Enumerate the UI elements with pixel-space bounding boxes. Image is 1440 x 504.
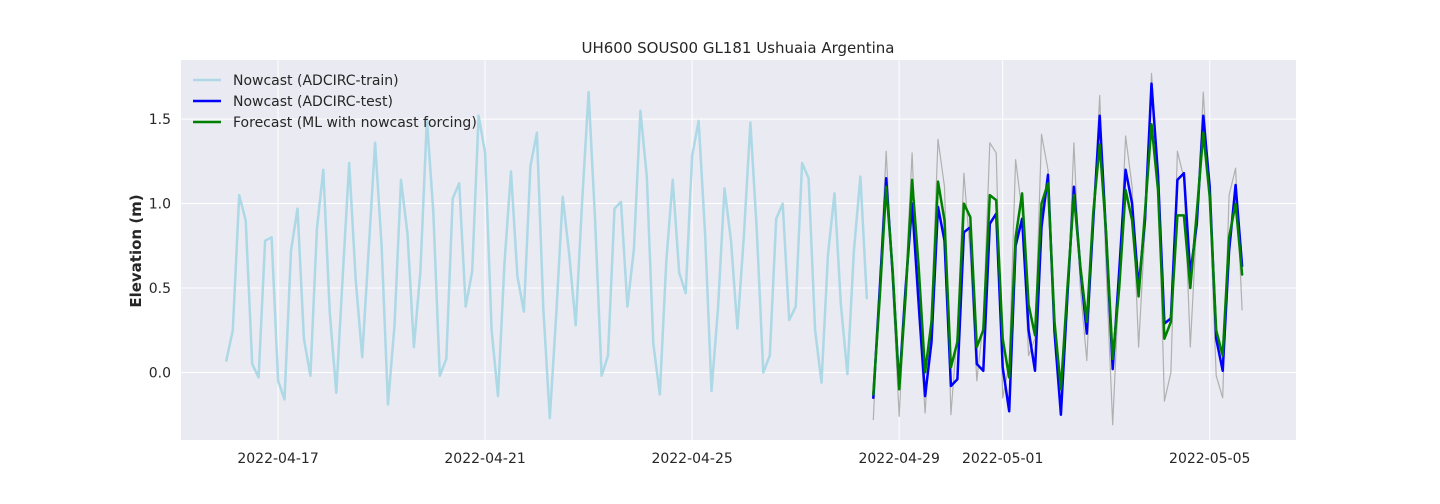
legend-entry: Nowcast (ADCIRC-train) <box>233 73 399 89</box>
y-tick-label: 1.0 <box>149 197 171 213</box>
y-tick-label: 0.0 <box>149 365 171 381</box>
tick-labels: 2022-04-17 2022-04-21 2022-04-25 2022-04-29… <box>149 112 1251 467</box>
x-tick-label: 2022-05-01 <box>962 451 1043 467</box>
x-tick-label: 2022-04-21 <box>444 451 525 467</box>
legend: Nowcast (ADCIRC-train) Nowcast (ADCIRC-te… <box>193 73 477 131</box>
legend-entry: Nowcast (ADCIRC-test) <box>233 94 393 110</box>
series-line-2 <box>872 122 1244 396</box>
x-tick-label: 2022-04-29 <box>858 451 939 467</box>
series-line-0 <box>225 90 869 420</box>
series-lines <box>225 72 1244 426</box>
y-tick-label: 1.5 <box>149 112 171 128</box>
x-tick-label: 2022-04-25 <box>651 451 732 467</box>
x-tick-label: 2022-04-17 <box>237 451 318 467</box>
x-tick-label: 2022-05-05 <box>1169 451 1250 467</box>
legend-entry: Forecast (ML with nowcast forcing) <box>233 115 477 131</box>
chart-title: UH600 SOUS00 GL181 Ushuaia Argentina <box>581 39 894 57</box>
y-axis-label: Elevation (m) <box>127 194 145 307</box>
y-tick-label: 0.5 <box>149 281 171 297</box>
